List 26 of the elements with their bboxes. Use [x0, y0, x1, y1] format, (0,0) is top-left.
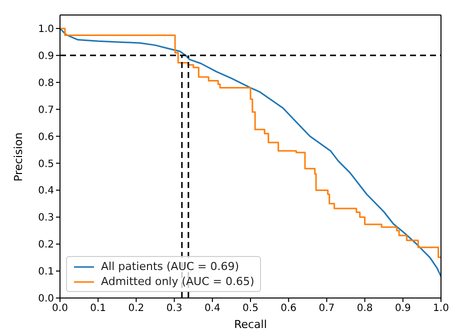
x-tick-label: 0.2 [128, 303, 144, 314]
legend-label: Admitted only (AUC = 0.65) [101, 274, 254, 289]
y-axis-title: Precision [12, 132, 25, 182]
y-tick-label: 0.5 [38, 158, 54, 170]
x-tick-label: 0.7 [318, 303, 335, 314]
y-tick-label: 0.9 [38, 50, 54, 62]
y-tick-label: 0.8 [38, 78, 54, 89]
x-tick-label: 0.8 [356, 303, 373, 314]
y-tick-label: 0.4 [38, 186, 54, 197]
x-tick-label: 1.0 [433, 303, 449, 314]
y-tick-label: 0.0 [38, 294, 54, 305]
x-tick-label: 0.1 [90, 303, 106, 314]
x-tick-label: 0.6 [280, 303, 297, 314]
x-tick-label: 0.4 [204, 303, 220, 314]
x-tick-label: 0.9 [394, 303, 411, 314]
legend-label: All patients (AUC = 0.69) [101, 259, 240, 274]
x-tick-label: 0.0 [52, 303, 68, 314]
x-tick-label: 0.3 [166, 303, 182, 314]
y-tick-label: 0.1 [38, 266, 54, 278]
y-tick-label: 1.0 [38, 24, 54, 36]
y-tick-label: 0.3 [38, 212, 54, 224]
x-tick-label: 0.5 [242, 303, 258, 314]
y-tick-label: 0.6 [38, 132, 54, 143]
y-tick-label: 0.2 [38, 240, 54, 251]
y-tick-label: 0.7 [38, 104, 54, 116]
x-axis-title: Recall [234, 318, 267, 331]
